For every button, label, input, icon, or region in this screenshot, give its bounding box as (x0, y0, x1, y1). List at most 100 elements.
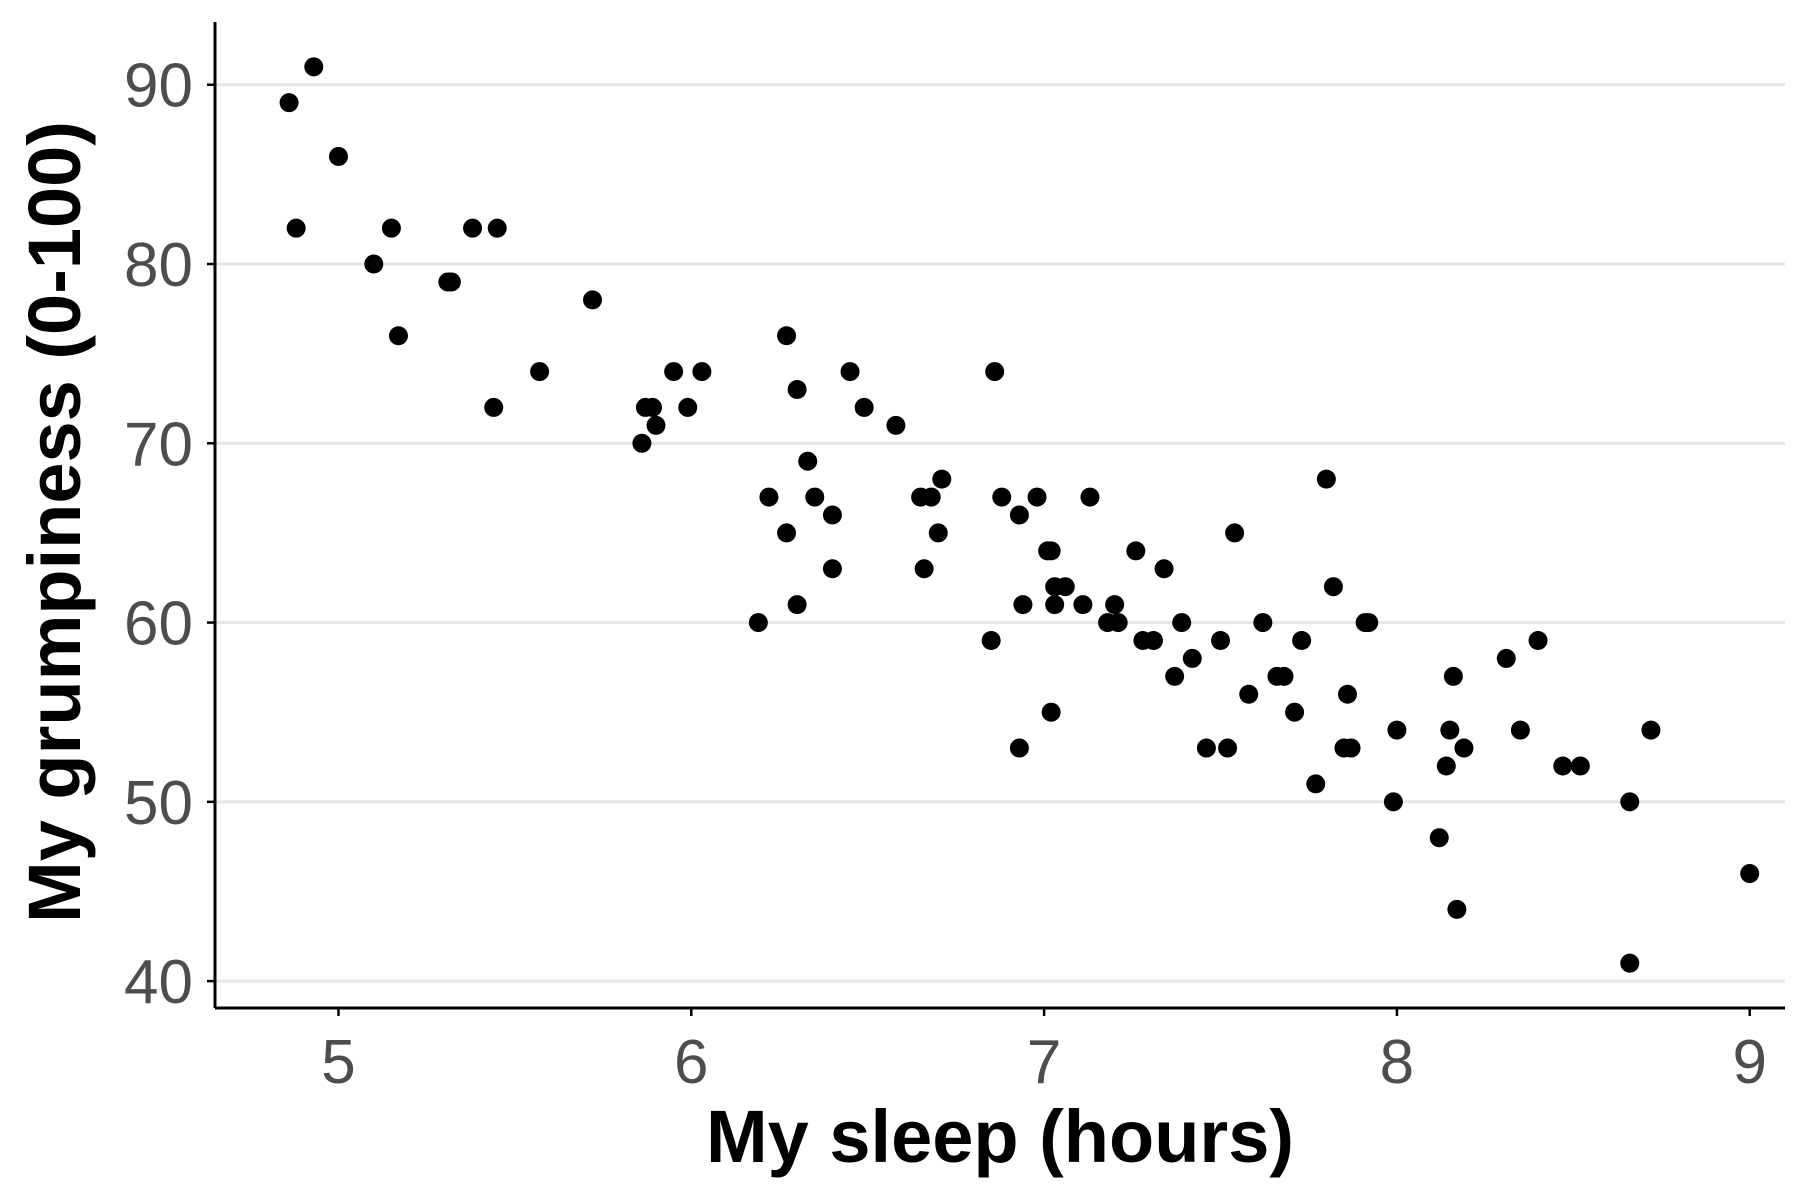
data-point (530, 362, 550, 382)
data-point (1143, 630, 1163, 650)
data-point (1253, 613, 1273, 633)
data-point (1126, 541, 1146, 561)
data-point (364, 254, 384, 274)
x-axis-title: My sleep (hours) (706, 1095, 1294, 1178)
data-point (1306, 774, 1326, 794)
data-point (1316, 469, 1336, 489)
data-point (798, 451, 818, 471)
data-point (1009, 505, 1029, 525)
y-axis-title: My grumpiness (0-100) (13, 121, 96, 923)
data-point (1620, 953, 1640, 973)
data-point (1013, 595, 1033, 615)
data-point (921, 487, 941, 507)
y-tick-label: 40 (124, 948, 193, 1017)
x-tick-label: 8 (1380, 1028, 1414, 1097)
data-point (1510, 720, 1530, 740)
y-tick-label: 50 (124, 769, 193, 838)
data-point (1211, 630, 1231, 650)
data-point (822, 559, 842, 579)
data-point (854, 397, 874, 417)
data-point (886, 415, 906, 435)
y-tick-label: 80 (124, 231, 193, 300)
data-point (1009, 738, 1029, 758)
data-point (1641, 720, 1661, 740)
data-point (1225, 523, 1245, 543)
data-point (1292, 630, 1312, 650)
x-tick-label: 5 (321, 1028, 355, 1097)
data-point (1285, 702, 1305, 722)
data-point (787, 595, 807, 615)
data-point (1341, 738, 1361, 758)
data-point (932, 469, 952, 489)
data-point (1027, 487, 1047, 507)
data-point (1570, 756, 1590, 776)
data-point (1528, 630, 1548, 650)
x-tick-label: 7 (1027, 1028, 1061, 1097)
data-point (840, 362, 860, 382)
data-point (279, 93, 299, 113)
data-point (484, 397, 504, 417)
data-point (1387, 720, 1407, 740)
data-point (805, 487, 825, 507)
data-point (1443, 666, 1463, 686)
data-point (1105, 595, 1125, 615)
y-tick-label: 60 (124, 590, 193, 659)
data-point (381, 218, 401, 238)
data-point (1359, 613, 1379, 633)
data-point (1108, 613, 1128, 633)
data-point (1041, 541, 1061, 561)
gridlines (215, 83, 1785, 983)
data-point (787, 380, 807, 400)
data-point (646, 415, 666, 435)
data-point (632, 433, 652, 453)
data-point (1239, 684, 1259, 704)
data-points (279, 57, 1760, 973)
data-point (1045, 595, 1065, 615)
y-tick-label: 90 (124, 52, 193, 121)
data-point (777, 523, 797, 543)
data-point (1218, 738, 1238, 758)
data-point (1447, 899, 1467, 919)
data-point (822, 505, 842, 525)
data-point (1080, 487, 1100, 507)
y-tick-label: 70 (124, 410, 193, 479)
data-point (914, 559, 934, 579)
data-point (328, 146, 348, 166)
data-point (1553, 756, 1573, 776)
data-point (1338, 684, 1358, 704)
data-point (1172, 613, 1192, 633)
data-point (981, 630, 1001, 650)
data-point (1429, 828, 1449, 848)
data-point (748, 613, 768, 633)
data-point (992, 487, 1012, 507)
data-point (664, 362, 684, 382)
x-tick-label: 9 (1732, 1028, 1766, 1097)
tick-labels: 40 50 60 70 80 90 5 6 7 8 9 (124, 52, 1767, 1097)
data-point (1740, 864, 1760, 884)
data-point (1154, 559, 1174, 579)
data-point (692, 362, 712, 382)
data-point (1196, 738, 1216, 758)
data-point (1041, 702, 1061, 722)
data-point (642, 397, 662, 417)
data-point (388, 326, 408, 346)
data-point (463, 218, 483, 238)
data-point (441, 272, 461, 292)
axes (207, 22, 1785, 1016)
data-point (487, 218, 507, 238)
data-point (1454, 738, 1474, 758)
data-point (304, 57, 324, 77)
data-point (1436, 756, 1456, 776)
data-point (678, 397, 698, 417)
data-point (286, 218, 306, 238)
data-point (1496, 648, 1516, 668)
data-point (1323, 577, 1343, 597)
data-point (759, 487, 779, 507)
data-point (777, 326, 797, 346)
data-point (1440, 720, 1460, 740)
x-tick-label: 6 (674, 1028, 708, 1097)
data-point (1383, 792, 1403, 812)
data-point (583, 290, 603, 310)
data-point (1165, 666, 1185, 686)
